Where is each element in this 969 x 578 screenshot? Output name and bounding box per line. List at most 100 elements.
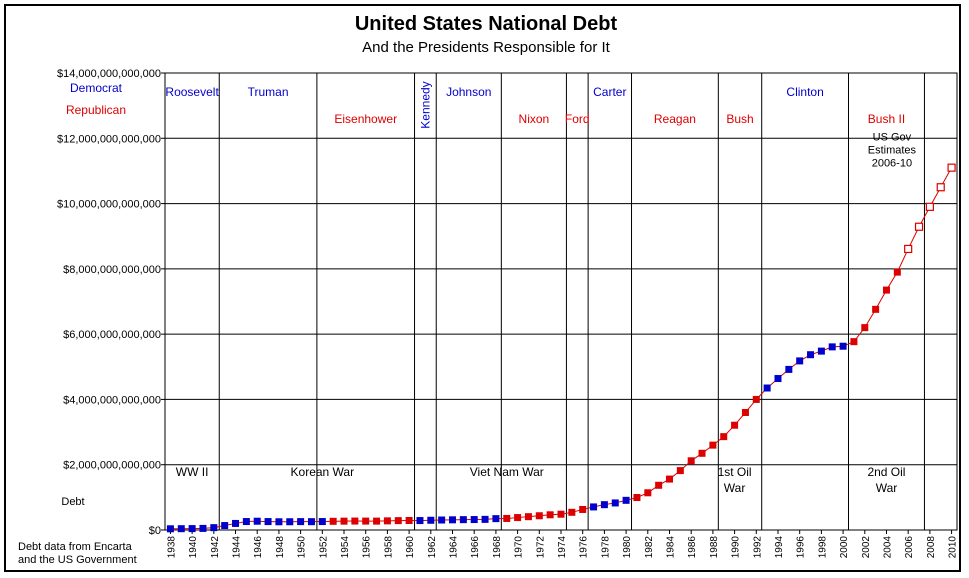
data-point <box>698 449 706 457</box>
y-tick-label: $8,000,000,000,000 <box>63 264 161 276</box>
estimate-point <box>947 163 956 172</box>
x-tick-label: 1954 <box>340 536 351 559</box>
data-point <box>709 441 717 449</box>
debt-chart: United States National Debt And the Pres… <box>18 13 959 566</box>
estimate-point <box>936 183 945 192</box>
x-tick-label: 1956 <box>362 536 373 559</box>
data-point <box>286 518 294 526</box>
source-note: Debt data from Encarta <box>18 541 133 553</box>
president-label: Truman <box>248 85 289 99</box>
x-tick-label: 1974 <box>557 536 568 559</box>
president-label: Ford <box>565 112 590 126</box>
chart-frame: United States National Debt And the Pres… <box>4 4 961 572</box>
data-point <box>514 514 522 522</box>
data-point <box>763 384 771 392</box>
data-point <box>416 517 424 525</box>
chart-subtitle: And the Presidents Responsible for It <box>362 39 610 56</box>
x-tick-label: 1950 <box>297 536 308 559</box>
data-point <box>383 517 391 525</box>
x-tick-label: 1994 <box>774 536 785 559</box>
y-tick-label: $14,000,000,000,000 <box>57 68 161 80</box>
source-note: and the US Government <box>18 554 137 566</box>
data-point <box>861 324 869 332</box>
x-tick-label: 1998 <box>817 536 828 559</box>
data-point <box>373 517 381 525</box>
data-point <box>665 475 673 483</box>
x-tick-label: 1992 <box>752 536 763 559</box>
x-tick-label: 1948 <box>275 536 286 559</box>
x-tick-label: 1964 <box>449 536 460 559</box>
president-label: Clinton <box>786 85 823 99</box>
x-tick-label: 1978 <box>600 536 611 559</box>
x-tick-label: 1970 <box>514 536 525 559</box>
president-label: Roosevelt <box>165 85 219 99</box>
data-point <box>503 514 511 522</box>
x-tick-label: 1986 <box>687 536 698 559</box>
event-label: 1st Oil <box>718 465 752 479</box>
estimate-annotation: US Gov <box>873 132 912 144</box>
data-point <box>590 503 598 511</box>
president-label: Nixon <box>519 112 550 126</box>
estimate-point <box>904 244 913 254</box>
x-tick-label: 1996 <box>796 536 807 559</box>
data-point <box>297 518 305 526</box>
president-label: Johnson <box>446 85 491 99</box>
data-point <box>166 525 174 533</box>
event-label: War <box>724 481 746 495</box>
x-tick-label: 1942 <box>210 536 221 559</box>
x-tick-label: 2000 <box>839 536 850 559</box>
data-point <box>459 516 467 524</box>
data-point <box>232 519 240 527</box>
x-tick-label: 1982 <box>644 536 655 559</box>
data-point <box>622 496 630 504</box>
data-point <box>785 365 793 373</box>
president-label: Bush II <box>868 112 905 126</box>
data-point <box>676 467 684 475</box>
data-point <box>644 489 652 497</box>
x-tick-label: 1984 <box>665 536 676 559</box>
estimate-point <box>925 202 934 211</box>
x-tick-label: 1962 <box>427 536 438 559</box>
data-point <box>275 518 283 526</box>
data-point <box>329 517 337 525</box>
x-tick-label: 1980 <box>622 536 633 559</box>
x-tick-label: 1940 <box>188 536 199 559</box>
data-point <box>492 515 500 523</box>
event-label: Korean War <box>291 465 355 479</box>
y-tick-label: $12,000,000,000,000 <box>57 133 161 145</box>
data-point <box>807 351 815 359</box>
data-point <box>307 518 315 526</box>
data-point <box>340 517 348 525</box>
data-point <box>579 505 587 513</box>
y-tick-label: $10,000,000,000,000 <box>57 199 161 211</box>
data-point <box>752 395 760 403</box>
x-tick-label: 1966 <box>470 536 481 559</box>
data-point <box>796 357 804 365</box>
x-tick-label: 1968 <box>492 536 503 559</box>
data-point <box>351 517 359 525</box>
legend-republican: Republican <box>66 103 126 117</box>
x-tick-label: 2002 <box>861 536 872 559</box>
data-point <box>449 516 457 524</box>
data-point <box>318 518 326 526</box>
data-point <box>655 481 663 489</box>
data-point <box>774 375 782 383</box>
x-tick-label: 1952 <box>318 536 329 559</box>
data-point <box>253 517 261 525</box>
x-tick-label: 1990 <box>731 536 742 559</box>
chart-title: United States National Debt <box>355 13 618 35</box>
x-tick-label: 1944 <box>232 536 243 559</box>
president-label: Reagan <box>654 112 696 126</box>
y-tick-label: $4,000,000,000,000 <box>63 394 161 406</box>
data-point <box>741 408 749 416</box>
data-point <box>687 457 695 465</box>
y-tick-label: $2,000,000,000,000 <box>63 460 161 472</box>
data-point <box>362 517 370 525</box>
estimate-point <box>914 222 924 231</box>
data-point <box>557 510 565 518</box>
data-point <box>524 513 532 521</box>
x-tick-label: 2010 <box>948 536 959 559</box>
data-point <box>177 525 185 533</box>
y-tick-label: $6,000,000,000,000 <box>63 329 161 341</box>
data-point <box>600 501 608 509</box>
